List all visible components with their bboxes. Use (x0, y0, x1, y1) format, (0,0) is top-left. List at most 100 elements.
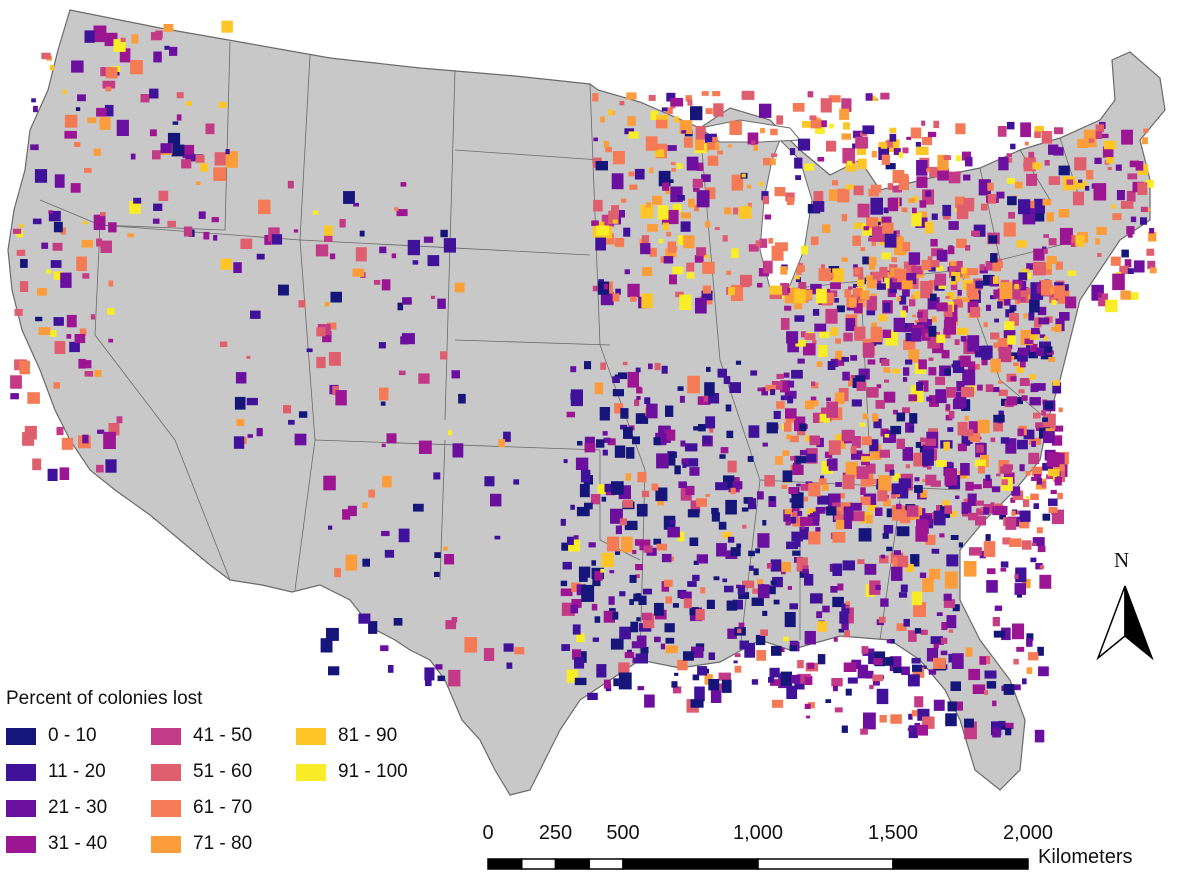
county-patch (847, 677, 858, 684)
county-patch (841, 98, 852, 112)
county-patch (328, 666, 340, 676)
county-patch (848, 297, 857, 307)
county-patch (692, 574, 700, 581)
county-patch (328, 525, 333, 530)
county-patch (986, 304, 991, 311)
county-patch (412, 260, 419, 265)
county-patch (635, 367, 641, 373)
county-patch (435, 664, 443, 670)
county-patch (804, 333, 816, 341)
county-patch (1145, 207, 1151, 212)
legend-item: 81 - 90 (296, 724, 397, 748)
county-patch (865, 93, 873, 101)
county-patch (1051, 475, 1057, 480)
county-patch (885, 163, 896, 170)
county-patch (765, 384, 776, 392)
county-patch (992, 617, 1000, 627)
county-patch (326, 322, 337, 330)
county-patch (1029, 334, 1039, 340)
county-patch (1072, 191, 1084, 206)
county-patch (773, 599, 780, 605)
county-patch (928, 280, 937, 290)
county-patch (1102, 146, 1114, 158)
legend-swatch (151, 727, 181, 745)
county-patch (1014, 574, 1019, 579)
county-patch (1005, 157, 1013, 163)
county-patch (726, 270, 732, 275)
county-patch (1057, 492, 1063, 500)
county-patch (1043, 431, 1055, 444)
county-patch (840, 493, 845, 499)
county-patch (1055, 261, 1063, 270)
county-patch (815, 117, 820, 121)
county-patch (872, 678, 880, 686)
county-patch (832, 268, 844, 282)
county-patch (914, 477, 920, 482)
county-patch (664, 623, 675, 633)
county-patch (885, 657, 894, 666)
county-patch (786, 685, 798, 699)
county-patch (1041, 481, 1047, 488)
county-patch (893, 550, 901, 555)
county-patch (593, 199, 603, 212)
county-patch (654, 602, 664, 616)
county-patch (1054, 425, 1064, 432)
county-patch (678, 481, 687, 488)
county-patch (850, 294, 855, 298)
county-patch (938, 284, 946, 289)
county-patch (131, 34, 139, 44)
county-patch (625, 473, 632, 481)
scale-tick-label: 0 (482, 822, 494, 844)
county-patch (915, 146, 929, 156)
county-patch (1035, 347, 1045, 357)
county-patch (1121, 129, 1133, 145)
county-patch (74, 334, 86, 344)
county-patch (513, 479, 520, 485)
county-patch (916, 176, 928, 188)
county-patch (1026, 638, 1033, 647)
county-patch (742, 580, 755, 589)
county-patch (278, 284, 289, 296)
county-patch (1037, 306, 1047, 316)
county-patch (594, 571, 603, 581)
county-patch (196, 181, 201, 185)
county-patch (560, 588, 573, 597)
county-patch (869, 262, 876, 270)
county-patch (234, 396, 246, 410)
county-patch (875, 400, 885, 409)
county-patch (591, 603, 598, 611)
county-patch (1095, 131, 1103, 139)
county-patch (584, 443, 596, 453)
county-patch (797, 358, 805, 364)
county-patch (860, 132, 868, 137)
county-patch (1023, 429, 1035, 440)
county-patch (1126, 226, 1135, 235)
county-patch (152, 218, 160, 224)
county-patch (84, 30, 95, 43)
county-patch (987, 182, 994, 191)
county-patch (1017, 350, 1028, 362)
county-patch (158, 190, 169, 201)
county-patch (928, 357, 934, 361)
county-patch (951, 275, 956, 282)
county-patch (952, 360, 965, 373)
county-patch (149, 88, 159, 99)
county-patch (882, 533, 889, 539)
county-patch (153, 203, 163, 211)
county-patch (607, 536, 620, 552)
county-patch (612, 151, 625, 165)
county-patch (879, 266, 888, 278)
county-patch (980, 507, 986, 512)
county-patch (969, 293, 979, 300)
county-patch (225, 151, 238, 168)
county-patch (1135, 161, 1144, 171)
county-patch (664, 579, 673, 587)
county-patch (936, 334, 946, 343)
county-patch (835, 350, 843, 360)
county-patch (760, 629, 768, 636)
county-patch (670, 97, 684, 107)
county-patch (685, 485, 695, 496)
county-patch (961, 502, 972, 514)
county-patch (423, 236, 434, 243)
county-patch (945, 296, 950, 299)
